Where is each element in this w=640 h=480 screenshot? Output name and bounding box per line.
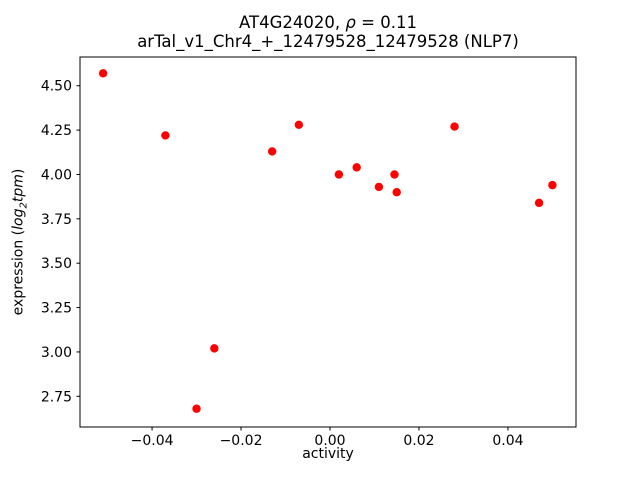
scatter-point bbox=[98, 69, 108, 78]
scatter-point bbox=[450, 122, 459, 131]
y-tick-label: 4.50 bbox=[41, 79, 72, 95]
scatter-point bbox=[334, 170, 344, 179]
plot-area bbox=[79, 56, 577, 428]
x-tick-label: 0.00 bbox=[314, 433, 345, 449]
y-tick-label: 3.75 bbox=[41, 212, 72, 228]
scatter-point bbox=[548, 180, 557, 190]
scatter-point bbox=[210, 344, 219, 353]
y-tick-label: 4.00 bbox=[41, 167, 72, 183]
chart-title-line2: arTal_v1_Chr4_+_12479528_12479528 (NLP7) bbox=[137, 32, 519, 51]
y-tick-label: 3.50 bbox=[41, 256, 72, 272]
title-rho-value: = 0.11 bbox=[355, 13, 417, 32]
scatter-point bbox=[390, 170, 399, 179]
y-tick-label: 3.25 bbox=[41, 301, 72, 317]
scatter-point bbox=[294, 120, 304, 129]
y-axis-label: expression (log2tpm) bbox=[11, 169, 30, 316]
scatter-point bbox=[352, 163, 361, 172]
ylabel-close: ) bbox=[10, 168, 27, 175]
title-rho-symbol: ρ bbox=[345, 13, 356, 32]
ylabel-math: log2tpm bbox=[10, 174, 30, 230]
x-tick-label: −0.02 bbox=[220, 433, 263, 449]
scatter-point bbox=[392, 188, 401, 197]
title-gene: AT4G24020, bbox=[239, 13, 346, 32]
x-tick-label: 0.04 bbox=[492, 433, 523, 449]
y-tick-label: 3.00 bbox=[41, 345, 72, 361]
y-tick-label: 4.25 bbox=[41, 123, 72, 139]
x-tick-label: −0.04 bbox=[131, 433, 174, 449]
scatter-points bbox=[98, 69, 557, 413]
ylabel-open: expression ( bbox=[10, 229, 27, 316]
chart-title-line1: AT4G24020, ρ = 0.11 bbox=[80, 13, 576, 32]
y-tick-label: 2.75 bbox=[41, 389, 72, 405]
chart-title: AT4G24020, ρ = 0.11 arTal_v1_Chr4_+_1247… bbox=[80, 13, 576, 51]
axis-ticks: −0.04 −0.02 0.00 0.02 0.04 2.75 3.00 3.25 3.50 3.… bbox=[41, 79, 524, 449]
x-tick-label: 0.02 bbox=[403, 433, 434, 449]
scatter-point bbox=[534, 198, 544, 208]
scatter-point bbox=[161, 131, 170, 140]
scatter-point bbox=[374, 182, 384, 192]
scatter-point bbox=[192, 404, 201, 413]
scatter-point bbox=[267, 147, 277, 156]
x-axis-label: activity bbox=[302, 446, 354, 462]
